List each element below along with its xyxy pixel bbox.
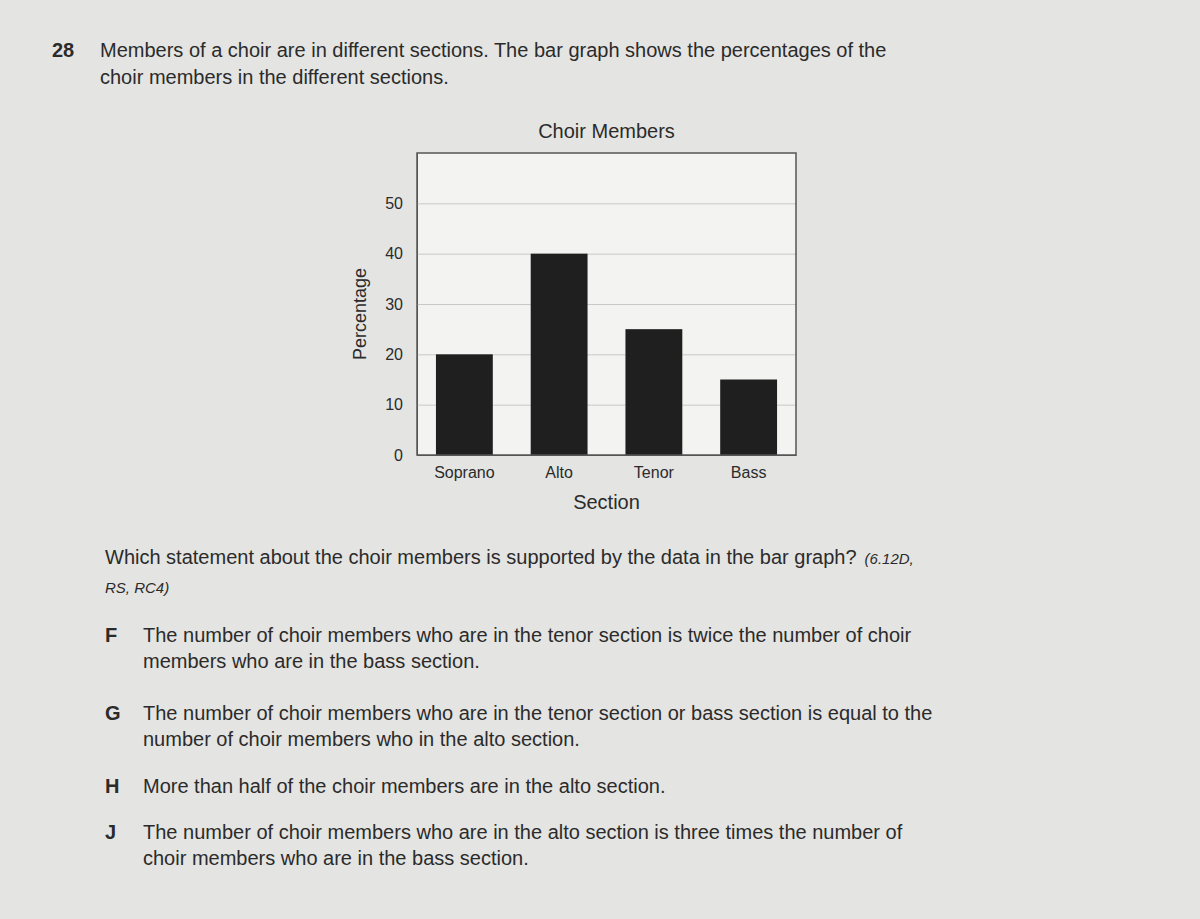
choice-letter: J bbox=[105, 821, 116, 843]
choice-text: members who are in the bass section. bbox=[143, 650, 480, 672]
prompt-text: Which statement about the choir members … bbox=[105, 546, 857, 568]
y-tick-label: 40 bbox=[385, 245, 403, 262]
x-tick: Soprano bbox=[434, 464, 495, 481]
standards: RS, RC4) bbox=[105, 579, 169, 596]
plot-background bbox=[417, 153, 796, 455]
chart: 0 10 20 30 40 50 Soprano Alto Tenor Bass Choir Mem… bbox=[350, 120, 797, 513]
choice: J The number of choir members who are in … bbox=[105, 821, 903, 869]
x-tick: Alto bbox=[545, 464, 573, 481]
x-axis-title: Section bbox=[573, 491, 640, 513]
y-tick-label: 30 bbox=[385, 296, 403, 313]
choice-letter: G bbox=[105, 702, 121, 724]
question-text: Members of a choir are in different sect… bbox=[100, 39, 886, 61]
choice-text: The number of choir members who are in t… bbox=[143, 702, 932, 724]
choice-letter: H bbox=[105, 775, 119, 797]
choice-text: number of choir members who in the alto … bbox=[143, 728, 580, 750]
grid-line bbox=[417, 254, 796, 255]
standards: (6.12D, bbox=[865, 550, 914, 567]
bar bbox=[531, 254, 588, 455]
choice: F The number of choir members who are in … bbox=[105, 624, 911, 672]
x-tick-label: Alto bbox=[545, 464, 573, 481]
y-tick: 30 bbox=[385, 296, 796, 313]
choice-text: The number of choir members who are in t… bbox=[143, 821, 903, 843]
x-axis: Soprano Alto Tenor Bass bbox=[418, 456, 797, 482]
y-tick-label: 20 bbox=[385, 346, 403, 363]
choice-text: More than half of the choir members are … bbox=[143, 775, 666, 797]
choice: G The number of choir members who are in … bbox=[105, 702, 932, 750]
y-axis-title: Percentage bbox=[350, 268, 370, 360]
grid-line bbox=[417, 203, 796, 204]
grid-line bbox=[417, 304, 796, 305]
plot-frame bbox=[417, 153, 796, 455]
chart-title: Choir Members bbox=[538, 120, 675, 142]
x-tick-label: Soprano bbox=[434, 464, 495, 481]
bar bbox=[625, 329, 682, 455]
question-number: 28 bbox=[52, 39, 74, 61]
x-tick-label: Bass bbox=[731, 464, 767, 481]
bars bbox=[436, 254, 777, 455]
x-tick-label: Tenor bbox=[634, 464, 675, 481]
choice-letter: F bbox=[105, 624, 117, 646]
y-tick-label: 50 bbox=[385, 195, 403, 212]
y-tick-label: 0 bbox=[394, 447, 403, 464]
x-tick: Bass bbox=[731, 464, 767, 481]
x-tick: Tenor bbox=[634, 464, 675, 481]
choice-text: The number of choir members who are in t… bbox=[143, 624, 911, 646]
page: 28 Members of a choir are in different se… bbox=[0, 0, 1200, 919]
question-text: choir members in the different sections. bbox=[100, 66, 449, 88]
y-tick: 40 bbox=[385, 245, 796, 262]
bar bbox=[720, 380, 777, 456]
y-tick: 50 bbox=[385, 195, 796, 212]
choice-text: choir members who are in the bass sectio… bbox=[143, 847, 529, 869]
choice: H More than half of the choir members are… bbox=[105, 775, 666, 797]
y-tick-label: 10 bbox=[385, 396, 403, 413]
y-axis: 0 10 20 30 40 50 bbox=[385, 154, 796, 464]
bar bbox=[436, 354, 493, 455]
page-svg: 28 Members of a choir are in different se… bbox=[0, 0, 1200, 919]
